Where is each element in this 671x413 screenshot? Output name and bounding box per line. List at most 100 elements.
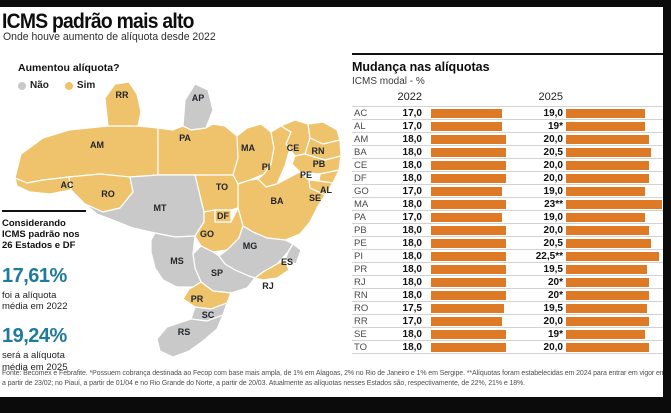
table-row-SE: SE 18,0 19* — [352, 328, 663, 341]
state-label-DF: DF — [217, 211, 229, 221]
value-2025: 20,0 — [543, 134, 563, 145]
value-2022: 17,0 — [402, 212, 422, 223]
state-code: RR — [354, 316, 368, 327]
value-2025: 20* — [547, 277, 563, 288]
state-label-PA: PA — [179, 133, 191, 143]
table-row-DF: DF 18,0 20,0 — [352, 172, 663, 185]
table-row-BA: BA 18,0 20,5 — [352, 146, 663, 159]
bottom-frame-bar — [0, 397, 671, 413]
table-row-MA: MA 18,0 23** — [352, 198, 663, 211]
bar-2022 — [431, 161, 506, 170]
table-row-TO: TO 18,0 20,0 — [352, 341, 663, 354]
table-row-RJ: RJ 18,0 20* — [352, 276, 663, 289]
state-RS — [156, 314, 224, 358]
state-code: TO — [354, 342, 368, 353]
value-2025: 19,0 — [543, 186, 563, 197]
state-label-RS: RS — [178, 327, 191, 337]
legend-item-no: Não — [18, 80, 49, 91]
table-row-PR: PR 18,0 19,5 — [352, 263, 663, 276]
value-2025: 22,5** — [535, 251, 563, 262]
value-2022: 18,0 — [402, 251, 422, 262]
bar-2022 — [431, 330, 506, 339]
column-header-2025: 2025 — [538, 91, 563, 103]
bar-2025 — [566, 330, 645, 339]
state-label-RR: RR — [116, 90, 129, 100]
bar-2025 — [566, 122, 645, 131]
state-label-PE: PE — [300, 170, 312, 180]
value-2022: 18,0 — [402, 225, 422, 236]
state-code: PI — [354, 251, 363, 262]
table-rows: AC 17,0 19,0 AL 17,0 19* AM 18,0 20,0 BA 18,0 20,5 C… — [352, 106, 663, 354]
bar-2022 — [431, 317, 502, 326]
panel-title: Mudança nas alíquotas — [352, 60, 490, 74]
summary-heading: Considerando ICMS padrão nos 26 Estados … — [2, 218, 80, 252]
avg-rate-2022: 17,61% — [2, 264, 67, 287]
state-label-SC: SC — [202, 310, 215, 320]
value-2025: 20,5 — [543, 147, 563, 158]
bar-2022 — [431, 343, 506, 352]
bar-2025 — [566, 174, 649, 183]
state-code: SE — [354, 329, 367, 340]
table-row-AC: AC 17,0 19,0 — [352, 107, 663, 120]
legend-yes-label: Sim — [76, 80, 96, 91]
state-RR — [104, 81, 142, 127]
state-label-MA: MA — [241, 143, 255, 153]
state-label-CE: CE — [287, 143, 300, 153]
value-2022: 18,0 — [402, 290, 422, 301]
state-label-MT: MT — [154, 203, 167, 213]
bar-2022 — [431, 252, 506, 261]
bar-2022 — [431, 239, 506, 248]
right-frame-bar — [663, 0, 671, 413]
value-2025: 20* — [547, 290, 563, 301]
value-2022: 18,0 — [402, 147, 422, 158]
value-2022: 17,0 — [402, 121, 422, 132]
table-row-AM: AM 18,0 20,0 — [352, 133, 663, 146]
state-PA — [157, 123, 239, 176]
orange-dot-icon — [64, 81, 73, 90]
legend-no-label: Não — [30, 80, 49, 91]
bar-2022 — [431, 304, 504, 313]
value-2022: 18,0 — [402, 329, 422, 340]
state-code: PB — [354, 225, 367, 236]
state-label-PI: PI — [262, 162, 271, 172]
value-2022: 18,0 — [402, 173, 422, 184]
value-2022: 17,0 — [402, 316, 422, 327]
state-code: AM — [354, 134, 369, 145]
bar-2025 — [566, 109, 645, 118]
page-subtitle: Onde houve aumento de alíquota desde 202… — [3, 31, 216, 43]
summary-rule — [2, 210, 86, 212]
table-row-PA: PA 17,0 19,0 — [352, 211, 663, 224]
state-label-SE: SE — [309, 193, 321, 203]
avg-rate-2025: 19,24% — [2, 325, 67, 348]
legend-question: Aumentou alíquota? — [18, 62, 120, 74]
state-label-ES: ES — [281, 257, 293, 267]
value-2022: 18,0 — [402, 264, 422, 275]
state-code: PR — [354, 264, 368, 275]
bar-2022 — [431, 109, 502, 118]
bar-2025 — [566, 304, 647, 313]
bar-2025 — [566, 252, 660, 261]
value-2025: 23** — [544, 199, 563, 210]
column-header-2022: 2022 — [397, 91, 422, 103]
state-code: DF — [354, 173, 367, 184]
value-2025: 19,0 — [543, 108, 563, 119]
state-code: AL — [354, 121, 366, 132]
state-AM — [14, 125, 159, 184]
state-label-BA: BA — [271, 196, 284, 206]
bar-2025 — [566, 239, 652, 248]
value-2025: 19* — [547, 121, 563, 132]
value-2022: 17,5 — [402, 303, 422, 314]
bar-2022 — [431, 122, 502, 131]
legend-item-yes: Sim — [64, 80, 96, 91]
value-2022: 18,0 — [402, 238, 422, 249]
bar-2025 — [566, 265, 647, 274]
table-row-PB: PB 18,0 20,0 — [352, 224, 663, 237]
state-label-SP: SP — [211, 268, 223, 278]
panel-rule — [352, 53, 663, 55]
summary-panel: Considerando ICMS padrão nos 26 Estados … — [2, 210, 92, 373]
bar-2022 — [431, 278, 506, 287]
state-code: GO — [354, 186, 369, 197]
state-label-PR: PR — [191, 294, 204, 304]
value-2022: 18,0 — [402, 160, 422, 171]
state-code: CE — [354, 160, 368, 171]
